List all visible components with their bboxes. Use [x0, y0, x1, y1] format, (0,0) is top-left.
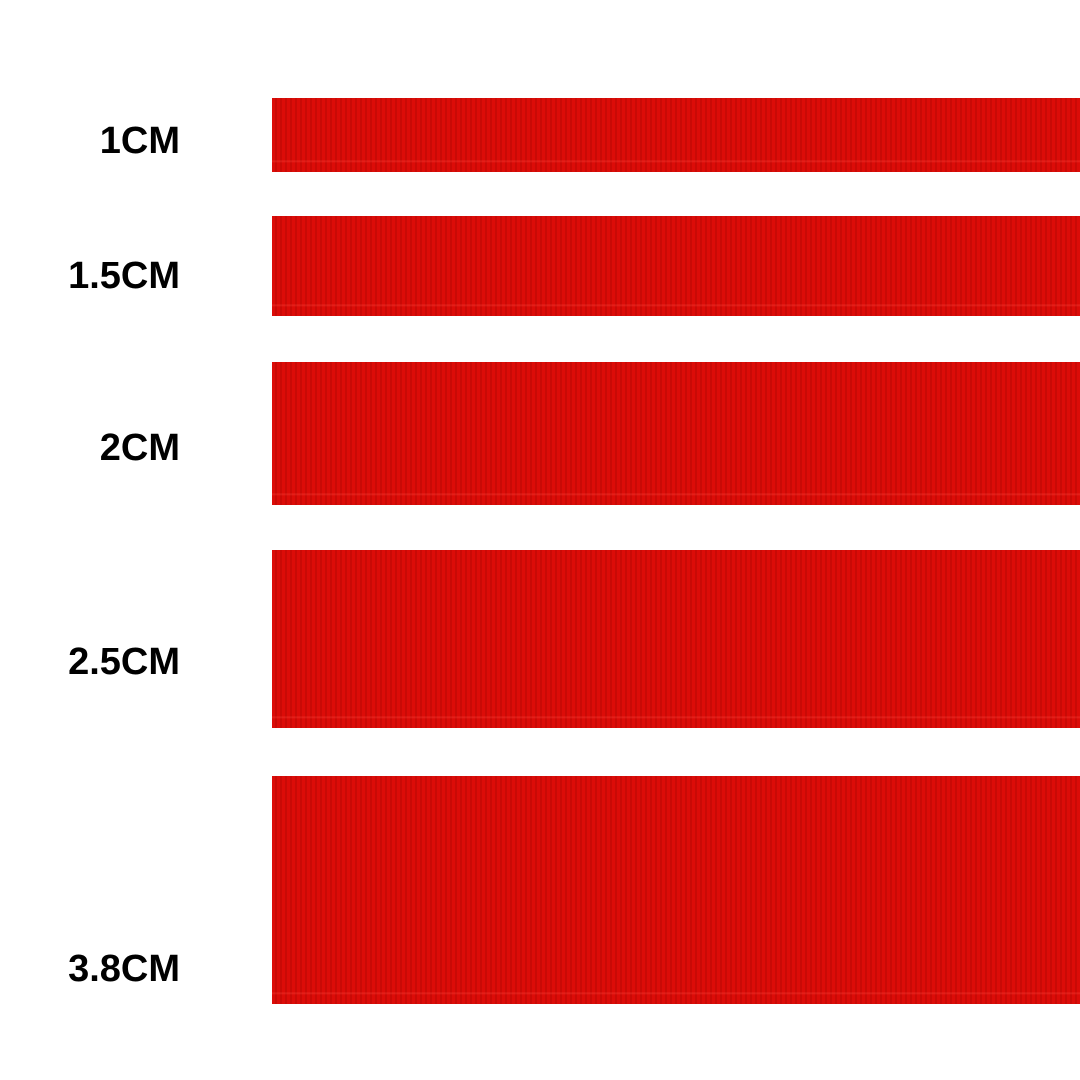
ribbon-1-5cm — [272, 216, 1080, 316]
ribbon-2cm — [272, 362, 1080, 505]
ribbon-3-8cm — [272, 776, 1080, 1004]
label-1-5cm: 1.5CM — [68, 255, 180, 297]
ribbon-2-5cm — [272, 550, 1080, 728]
label-2cm: 2CM — [99, 427, 180, 469]
label-1cm: 1CM — [99, 120, 180, 162]
label-2-5cm: 2.5CM — [68, 641, 180, 683]
label-3-8cm: 3.8CM — [68, 948, 180, 990]
ribbon-1cm — [272, 98, 1080, 172]
